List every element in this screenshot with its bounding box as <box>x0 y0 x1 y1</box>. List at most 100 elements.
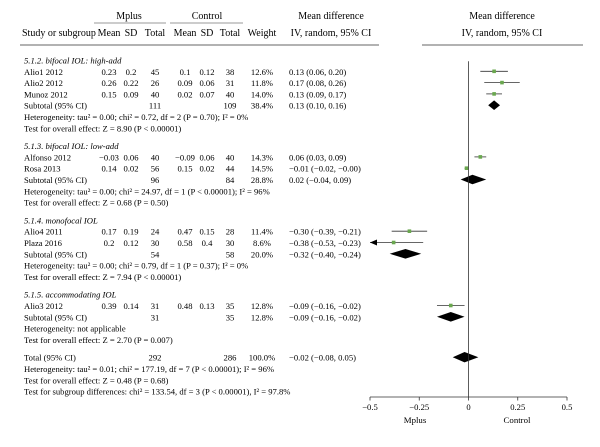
mean-difference-ci: −0.30 (−0.39, −0.21) <box>289 227 361 237</box>
study-estimate-marker <box>407 229 412 233</box>
mplus-mean-value: 0.14 <box>101 164 117 174</box>
study-label: Plaza 2016 <box>24 238 63 248</box>
mplus-mean-value: −0.03 <box>99 152 119 162</box>
mplus-total-value: 111 <box>149 101 161 111</box>
control-sd-value: 0.02 <box>199 164 214 174</box>
total-label: Total (95% CI) <box>24 353 76 363</box>
mplus-mean-value: 0.39 <box>101 301 116 311</box>
forest-row-study: Plaza 2016 0.2 0.12 30 0.58 0.4 30 8.6% −0.38 (−… <box>24 238 424 248</box>
md-header: Mean difference <box>298 11 364 22</box>
forest-row-note: Test for overall effect: Z = 8.90 (P < 0… <box>24 123 181 133</box>
mean-difference-ci: −0.09 (−0.16, −0.02) <box>289 312 361 322</box>
subtotal-diamond <box>436 312 465 322</box>
statistics-note: Test for overall effect: Z = 0.48 (P = 0… <box>24 375 169 385</box>
forest-row-note: Heterogeneity: tau² = 0.01; chi² = 177.1… <box>24 364 274 374</box>
forest-row-study: Alio2 2012 0.26 0.22 26 0.09 0.06 31 11.8% 0.17 … <box>24 78 520 88</box>
mplus-sd-value: 0.14 <box>123 301 139 311</box>
control-sd-value: 0.06 <box>199 78 215 88</box>
forest-row-subtotal: Subtotal (95% CI) 111 109 38.4% 0.13 (0.10, … <box>24 100 501 111</box>
control-total-value: 30 <box>226 238 235 248</box>
control-total-value: 40 <box>226 152 235 162</box>
forest-row-note: Test for overall effect: Z = 2.70 (P = 0… <box>24 335 173 345</box>
control-sd-value: 0.15 <box>199 227 214 237</box>
mean-difference-ci: 0.06 (0.03, 0.09) <box>289 152 346 162</box>
control-total-value: 58 <box>226 249 235 259</box>
control-total-value: 31 <box>226 78 235 88</box>
mean-difference-ci: 0.17 (0.08, 0.26) <box>289 78 346 88</box>
header-group: Study or subgroup Mplus Control Mean SD … <box>20 11 583 46</box>
mplus-total-value: 24 <box>151 227 160 237</box>
mplus-total-value: 54 <box>151 249 160 259</box>
mean-difference-ci: −0.01 (−0.02, −0.00) <box>289 164 361 174</box>
weight-value: 14.3% <box>251 152 273 162</box>
forest-row-subtotal: Subtotal (95% CI) 31 35 12.8% −0.09 (−0.16, … <box>24 312 465 322</box>
group2-header: Control <box>192 11 223 22</box>
statistics-note: Heterogeneity: tau² = 0.01; chi² = 177.1… <box>24 364 274 374</box>
forest-row-note: Test for overall effect: Z = 7.94 (P < 0… <box>24 272 181 282</box>
study-label: Alio3 2012 <box>24 301 63 311</box>
statistics-note: Heterogeneity: not applicable <box>24 324 126 334</box>
study-estimate-marker <box>500 80 504 85</box>
forest-row-note: Heterogeneity: tau² = 0.00; chi² = 24.97… <box>24 186 270 196</box>
weight-value: 14.0% <box>251 89 273 99</box>
mplus-sd-value: 0.19 <box>123 227 138 237</box>
mplus-mean-value: 0.23 <box>101 67 116 77</box>
statistics-note: Heterogeneity: tau² = 0.00; chi² = 0.72,… <box>24 112 248 122</box>
control-total-value: 44 <box>226 164 235 174</box>
control-total-value: 109 <box>224 101 237 111</box>
control-sd-value: 0.13 <box>199 301 214 311</box>
weight-value: 8.6% <box>253 238 271 248</box>
mean-difference-ci: −0.32 (−0.40, −0.24) <box>289 249 361 259</box>
mean-difference-ci: −0.09 (−0.16, −0.02) <box>289 301 361 311</box>
mplus-sd-value: 0.02 <box>123 164 138 174</box>
statistics-note: Heterogeneity: tau² = 0.00; chi² = 24.97… <box>24 186 270 196</box>
mplus-total-value: 96 <box>151 175 160 185</box>
study-estimate-marker <box>464 166 469 170</box>
plot-subheader: IV, random, 95% CI <box>462 28 543 39</box>
study-estimate-marker <box>492 69 496 74</box>
weight-value: 38.4% <box>251 101 273 111</box>
weight-value: 100.0% <box>249 353 276 363</box>
forest-row-header: 5.1.4. monofocal IOL <box>24 215 98 225</box>
mean1-header: Mean <box>98 28 121 39</box>
forest-row-header: 5.1.5. accommodating IOL <box>24 290 117 300</box>
control-sd-value: 0.4 <box>202 238 213 248</box>
mplus-total-value: 56 <box>151 164 160 174</box>
control-mean-value: 0.1 <box>180 67 191 77</box>
forest-row-header: 5.1.3. bifocal IOL: low-add <box>24 141 119 151</box>
subtotal-label: Subtotal (95% CI) <box>24 249 87 259</box>
study-label: Alio4 2011 <box>24 227 63 237</box>
control-total-value: 40 <box>226 89 235 99</box>
subtotal-label: Subtotal (95% CI) <box>24 312 87 322</box>
control-mean-value: 0.58 <box>177 238 192 248</box>
forest-row-study: Alio3 2012 0.39 0.14 31 0.48 0.13 35 12.8% −0.09… <box>24 301 465 311</box>
mplus-mean-value: 0.17 <box>101 227 117 237</box>
mean2-header: Mean <box>174 28 197 39</box>
forest-row-header: 5.1.2. bifocal IOL: high-add <box>24 56 122 66</box>
subgroup-heading: 5.1.3. bifocal IOL: low-add <box>24 141 119 151</box>
weight-value: 12.6% <box>251 67 273 77</box>
weight-value: 14.5% <box>251 164 273 174</box>
mplus-sd-value: 0.06 <box>123 152 139 162</box>
control-total-value: 28 <box>226 227 235 237</box>
weight-value: 11.8% <box>251 78 273 88</box>
control-mean-value: 0.09 <box>177 78 192 88</box>
plot-header: Mean difference <box>469 11 535 22</box>
weight-value: 20.0% <box>251 249 273 259</box>
study-label: Alio2 2012 <box>24 78 63 88</box>
x-tick-label: 0.5 <box>562 402 573 412</box>
study-estimate-marker <box>448 303 453 308</box>
mplus-mean-value: 0.15 <box>101 89 116 99</box>
mean-difference-ci: 0.13 (0.06, 0.20) <box>289 67 346 77</box>
subgroup-heading: 5.1.2. bifocal IOL: high-add <box>24 56 122 66</box>
group1-header: Mplus <box>116 11 142 22</box>
control-sd-value: 0.06 <box>199 152 215 162</box>
forest-row-note: Test for overall effect: Z = 0.68 (P = 0… <box>24 198 169 208</box>
control-sd-value: 0.07 <box>199 89 215 99</box>
mplus-mean-value: 0.2 <box>104 238 115 248</box>
statistics-note: Test for overall effect: Z = 8.90 (P < 0… <box>24 123 181 133</box>
control-mean-value: 0.02 <box>177 89 192 99</box>
mean-difference-ci: 0.13 (0.10, 0.16) <box>289 101 346 111</box>
mplus-mean-value: 0.26 <box>101 78 117 88</box>
